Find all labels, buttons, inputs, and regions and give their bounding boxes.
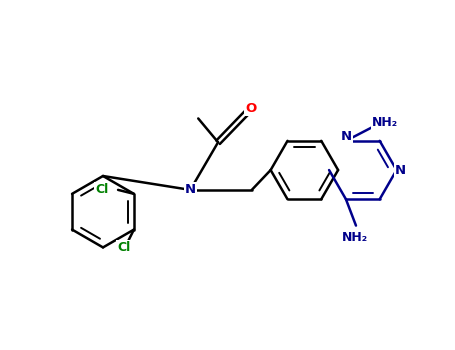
Text: NH₂: NH₂ [372, 117, 398, 130]
Text: NH₂: NH₂ [342, 231, 368, 244]
Text: N: N [395, 163, 406, 176]
Text: Cl: Cl [117, 241, 131, 254]
Text: O: O [245, 102, 257, 115]
Text: Cl: Cl [95, 183, 108, 196]
Text: N: N [340, 130, 352, 143]
Text: N: N [185, 183, 196, 196]
